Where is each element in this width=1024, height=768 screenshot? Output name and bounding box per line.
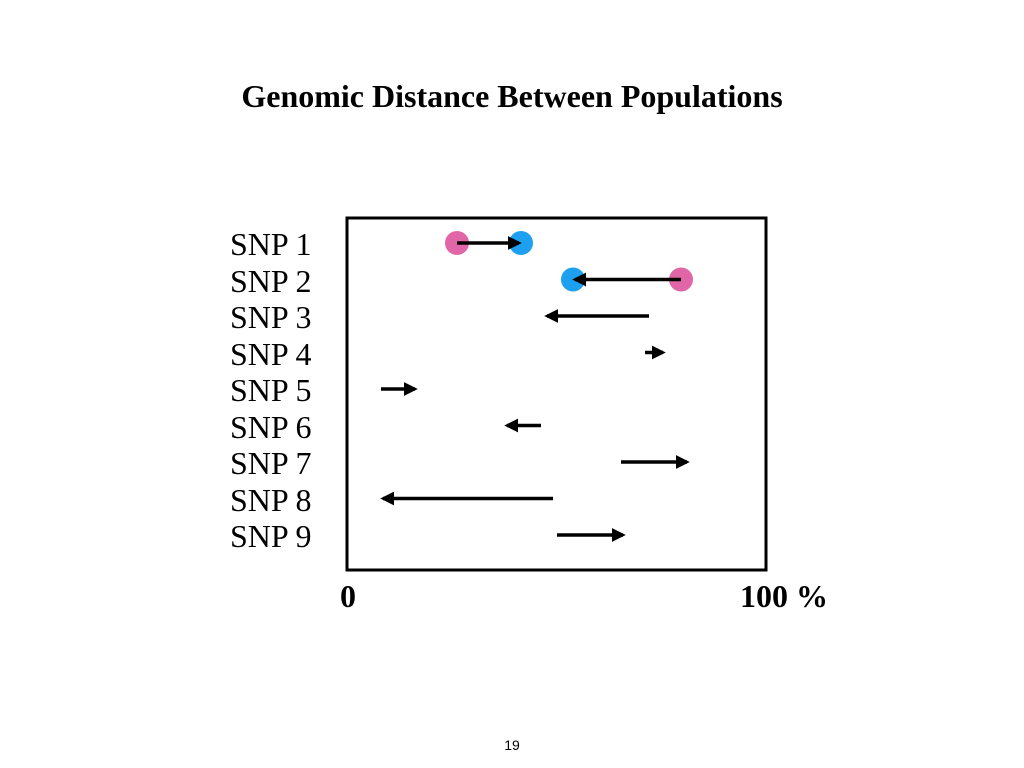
snp-label: SNP 7 [230,445,312,481]
snp-label: SNP 1 [230,226,312,262]
snp-label: SNP 2 [230,262,312,299]
snp-label: SNP 6 [230,408,312,445]
plot-frame [345,216,768,572]
snp-label: SNP 9 [230,518,312,554]
snp-label-list: SNP 1 SNP 2 SNP 3 SNP 4 SNP 5 SNP 6 SNP … [230,226,312,555]
chart-title: Genomic Distance Between Populations [241,78,783,114]
snp-label: SNP 8 [230,481,312,518]
snp-label: SNP 5 [230,372,312,408]
x-axis-min-label: 0 [340,578,356,614]
x-axis-max-label: 100 % [740,578,828,614]
snp-label: SNP 3 [230,299,312,335]
snp-label: SNP 4 [230,335,312,372]
page-number: 19 [504,737,520,753]
